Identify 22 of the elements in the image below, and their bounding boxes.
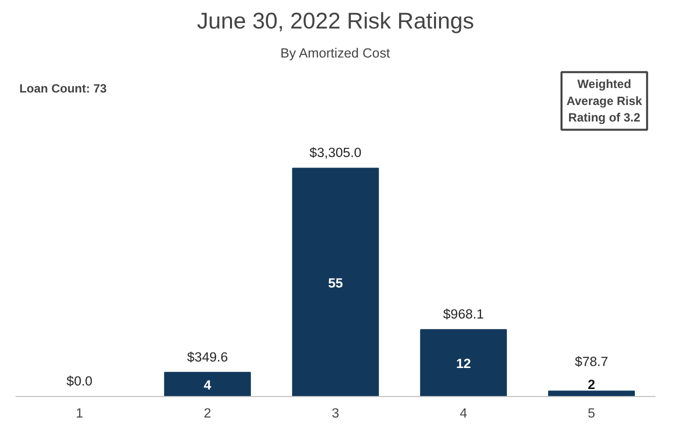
x-tick-label: 2 [204,406,212,420]
x-tick-label: 5 [588,406,596,420]
annotation: 2 [588,377,596,392]
text: Loan Count: 73 [19,82,107,96]
x-tick-label: 1 [76,406,84,420]
data-label: $0.0 [66,374,92,388]
data-label: $78.7 [574,354,608,370]
data-label: $3,305.0 [310,145,362,160]
chart-title: June 30, 2022 Risk Ratings [196,8,474,34]
annotation: 4 [204,377,212,392]
x-tick-label: 3 [332,406,340,420]
data-label: $968.1 [443,306,484,322]
bar [164,372,251,396]
data-label: $349.6 [187,349,228,364]
bar [292,168,379,396]
text: Weighted Average Risk Rating of 3.2 [566,77,642,125]
x-tick-label: 4 [460,406,468,420]
annotation: 12 [456,356,471,372]
bar [548,390,635,396]
chart-subtitle: By Amortized Cost [280,46,390,60]
bar [420,329,507,396]
annotation: 55 [328,275,344,290]
